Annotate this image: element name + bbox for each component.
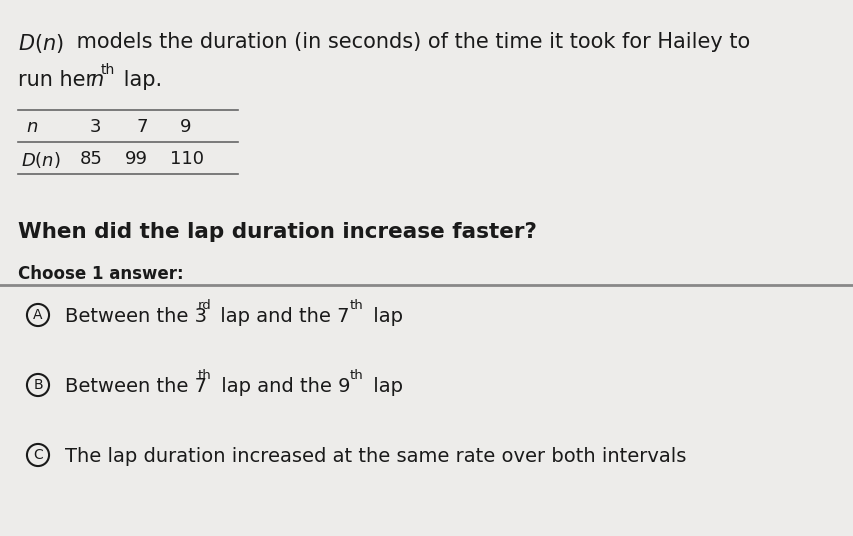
Text: n: n <box>90 70 103 90</box>
Text: B: B <box>33 378 43 392</box>
Text: lap and the 7: lap and the 7 <box>214 307 349 326</box>
Text: th: th <box>350 299 363 312</box>
Text: lap: lap <box>367 377 403 396</box>
Text: 9: 9 <box>180 118 191 136</box>
Text: A: A <box>33 308 43 322</box>
Text: th: th <box>101 63 115 77</box>
Text: $D(n)$: $D(n)$ <box>21 150 61 170</box>
Text: 7: 7 <box>136 118 148 136</box>
Text: th: th <box>198 369 212 382</box>
Text: Between the 3: Between the 3 <box>65 307 206 326</box>
Text: models the duration (in seconds) of the time it took for Hailey to: models the duration (in seconds) of the … <box>70 32 750 52</box>
Text: 99: 99 <box>125 150 148 168</box>
Text: The lap duration increased at the same rate over both intervals: The lap duration increased at the same r… <box>65 447 686 466</box>
Text: 110: 110 <box>170 150 204 168</box>
Text: 85: 85 <box>80 150 102 168</box>
Text: Choose 1 answer:: Choose 1 answer: <box>18 265 183 283</box>
Text: lap and the 9: lap and the 9 <box>215 377 350 396</box>
Text: n: n <box>26 118 38 136</box>
Text: rd: rd <box>198 299 212 312</box>
Text: lap.: lap. <box>117 70 162 90</box>
Text: th: th <box>350 369 363 382</box>
Text: run her: run her <box>18 70 101 90</box>
Text: lap: lap <box>367 307 403 326</box>
Text: C: C <box>33 448 43 462</box>
Text: When did the lap duration increase faster?: When did the lap duration increase faste… <box>18 222 537 242</box>
Text: 3: 3 <box>90 118 102 136</box>
Text: $D(n)$: $D(n)$ <box>18 32 64 55</box>
Text: Between the 7: Between the 7 <box>65 377 206 396</box>
